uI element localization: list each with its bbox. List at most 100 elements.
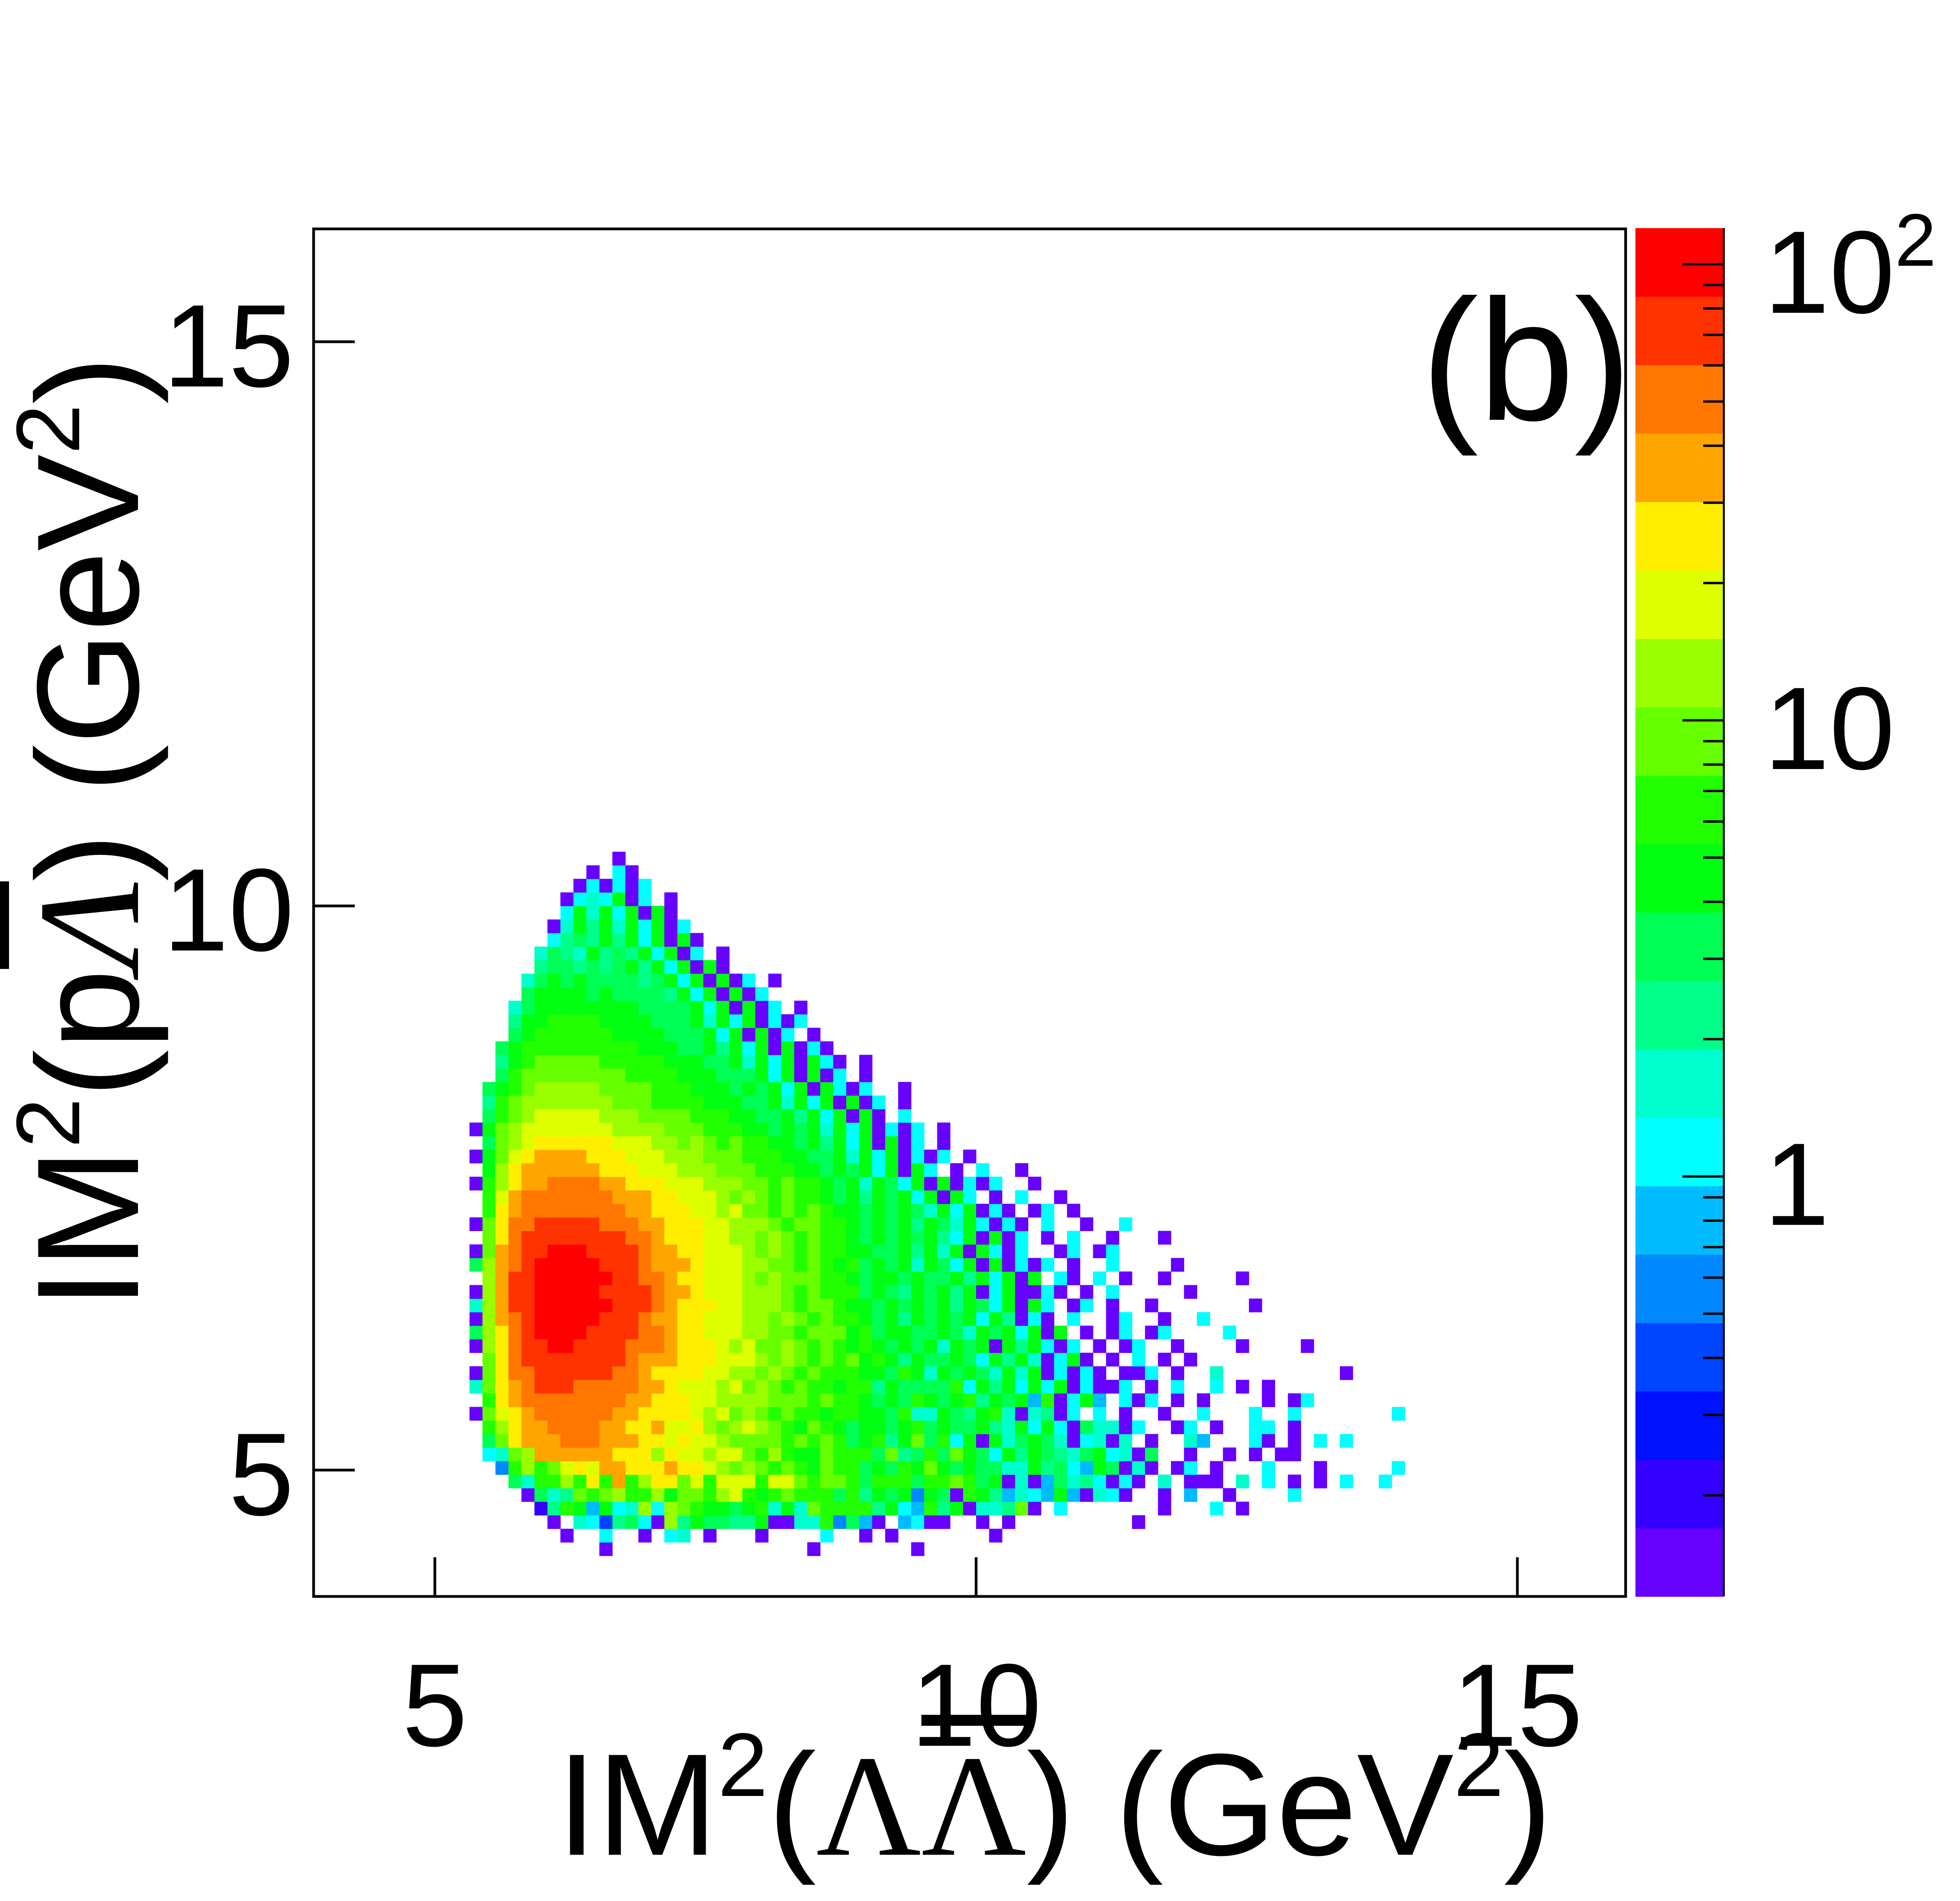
heatmap-bin: [547, 1068, 561, 1082]
y-title-particle1: p: [7, 969, 169, 1050]
heatmap-bin: [937, 1177, 951, 1191]
heatmap-bin: [677, 987, 691, 1001]
heatmap-bin: [1028, 1488, 1042, 1502]
heatmap-bin: [729, 1448, 743, 1462]
heatmap-bin: [794, 1122, 808, 1136]
heatmap-bin: [547, 1136, 561, 1150]
heatmap-bin: [651, 919, 665, 933]
heatmap-bin: [742, 1014, 756, 1028]
heatmap-bin: [1093, 1434, 1106, 1448]
heatmap-bin: [768, 1326, 782, 1340]
heatmap-bin: [794, 1001, 808, 1015]
heatmap-bin: [872, 1190, 886, 1204]
heatmap-bin: [1015, 1475, 1029, 1489]
heatmap-bin: [820, 1163, 834, 1177]
heatmap-bin: [482, 1420, 496, 1434]
heatmap-bin: [768, 1299, 782, 1313]
heatmap-bin: [898, 1217, 911, 1231]
heatmap-bin: [1054, 1366, 1067, 1380]
heatmap-bin: [638, 1028, 652, 1042]
heatmap-bin: [612, 1217, 626, 1231]
heatmap-bin: [1158, 1353, 1171, 1367]
heatmap-bin: [781, 1014, 795, 1028]
heatmap-bin: [677, 1420, 691, 1434]
heatmap-bin: [534, 1163, 548, 1177]
x-title-unit-close: ): [1504, 1724, 1552, 1886]
heatmap-bin: [625, 1136, 639, 1150]
heatmap-bin: [703, 1326, 717, 1340]
x-tick-label: 10: [911, 1639, 1042, 1771]
heatmap-bin: [547, 1420, 561, 1434]
heatmap-bin: [716, 987, 730, 1001]
heatmap-bin: [482, 1434, 496, 1448]
x-title-unit-sup: 2: [1454, 1714, 1504, 1815]
heatmap-bin: [1002, 1393, 1015, 1407]
heatmap-bin: [1106, 1380, 1120, 1394]
heatmap-bin: [690, 1082, 704, 1096]
palette-frame-line: [1723, 228, 1725, 1596]
heatmap-bin: [1197, 1475, 1210, 1489]
heatmap-bin: [469, 1217, 483, 1231]
heatmap-bin: [859, 1217, 873, 1231]
heatmap-bin: [846, 1339, 860, 1353]
heatmap-bin: [820, 1271, 834, 1285]
heatmap-bin: [729, 1244, 743, 1258]
heatmap-bin: [729, 1109, 743, 1123]
heatmap-bin: [534, 1258, 548, 1272]
heatmap-bin: [976, 1312, 989, 1326]
heatmap-bin: [820, 1095, 834, 1109]
heatmap-bin: [1197, 1312, 1210, 1326]
heatmap-bin: [755, 1353, 769, 1367]
heatmap-bin: [742, 987, 756, 1001]
heatmap-bin: [625, 1258, 639, 1272]
heatmap-bin: [1054, 1393, 1067, 1407]
heatmap-bin: [638, 1285, 652, 1299]
heatmap-bin: [950, 1380, 964, 1394]
heatmap-bin: [976, 1326, 989, 1340]
heatmap-bin: [638, 919, 652, 933]
heatmap-bin: [586, 1136, 600, 1150]
heatmap-bin: [872, 1217, 886, 1231]
heatmap-bin: [638, 1326, 652, 1340]
heatmap-bin: [1145, 1393, 1158, 1407]
heatmap-bin: [924, 1271, 938, 1285]
heatmap-bin: [547, 1353, 561, 1367]
heatmap-bin: [573, 1407, 587, 1421]
heatmap-bin: [768, 1312, 782, 1326]
heatmap-bin: [625, 1271, 639, 1285]
heatmap-bin: [898, 1420, 911, 1434]
heatmap-bin: [599, 1055, 613, 1069]
heatmap-bin: [898, 1190, 911, 1204]
heatmap-bin: [1093, 1244, 1106, 1258]
heatmap-bin: [1054, 1353, 1067, 1367]
heatmap-bin: [690, 1271, 704, 1285]
heatmap-bin: [885, 1312, 898, 1326]
heatmap-bin: [625, 1434, 639, 1448]
heatmap-bin: [638, 1258, 652, 1272]
heatmap-bin: [1197, 1407, 1210, 1421]
heatmap-bin: [586, 1014, 600, 1028]
heatmap-bin: [625, 1177, 639, 1191]
heatmap-bin: [820, 1068, 834, 1082]
heatmap-bin: [924, 1204, 938, 1218]
x-title-close: ): [1026, 1724, 1075, 1886]
heatmap-bin: [729, 1028, 743, 1042]
heatmap-bin: [508, 1041, 522, 1055]
heatmap-bin: [638, 1082, 652, 1096]
heatmap-bin: [651, 1326, 665, 1340]
heatmap-bin: [664, 1217, 678, 1231]
heatmap-bin: [1028, 1393, 1042, 1407]
heatmap-bin: [963, 1366, 976, 1380]
heatmap-bin: [872, 1366, 886, 1380]
heatmap-bin: [690, 1028, 704, 1042]
heatmap-bin: [586, 1177, 600, 1191]
heatmap-bin: [690, 1434, 704, 1448]
palette-band: [1635, 296, 1724, 365]
heatmap-bin: [586, 865, 600, 879]
heatmap-bin: [781, 1028, 795, 1042]
heatmap-bin: [794, 1014, 808, 1028]
y-title-close: ): [7, 833, 169, 882]
heatmap-bin: [1184, 1420, 1197, 1434]
heatmap-bin: [547, 1041, 561, 1055]
heatmap-bin: [963, 1461, 976, 1475]
